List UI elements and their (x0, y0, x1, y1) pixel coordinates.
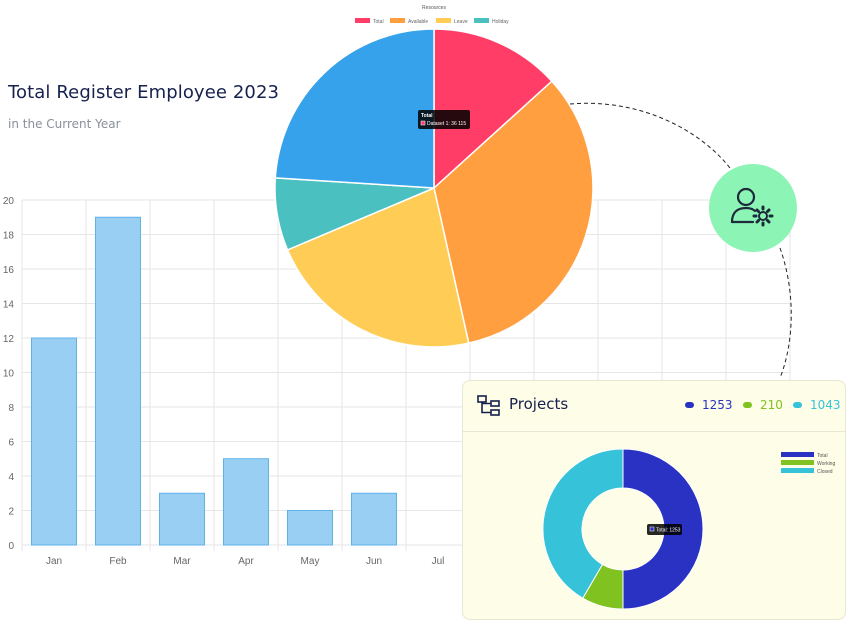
x-tick-label: May (301, 556, 320, 567)
y-tick-label: 0 (8, 541, 14, 552)
bar (287, 510, 333, 546)
donut-legend-label: Working (817, 461, 835, 467)
y-tick-label: 14 (3, 300, 15, 311)
pie-legend-label: Leave (454, 19, 468, 25)
donut-tooltip-swatch (649, 526, 655, 532)
stat-closed-value: 1043 (810, 398, 841, 412)
stat-total: 1253 (685, 398, 733, 412)
bar (95, 216, 141, 546)
donut-slice (542, 448, 624, 599)
stat-closed-dot (793, 402, 802, 408)
hierarchy-icon (477, 395, 500, 416)
projects-card-header: Projects 1253 210 1043 (463, 381, 845, 432)
page-subtitle: in the Current Year (8, 117, 121, 131)
donut-tooltip-text: Total: 1253 (656, 528, 681, 534)
bar (351, 492, 397, 546)
y-tick-label: 20 (3, 196, 15, 207)
donut-slice (622, 448, 704, 610)
y-tick-label: 6 (8, 438, 14, 449)
x-tick-label: Mar (173, 556, 191, 567)
y-tick-label: 18 (3, 231, 15, 242)
x-tick-label: Jan (46, 556, 62, 567)
pie-legend-label: Holiday (492, 19, 509, 25)
stat-working: 210 (743, 398, 783, 412)
x-tick-label: Feb (109, 556, 127, 567)
pie-slice (286, 186, 470, 348)
projects-doughnut-chart: Total Working Closed Total: 1253 (542, 448, 835, 610)
pie-legend-swatch (390, 18, 405, 23)
donut-legend-swatch (781, 452, 814, 457)
donut-legend-label: Total (817, 453, 828, 459)
user-gear-icon (730, 187, 774, 227)
pie-slice (274, 28, 435, 189)
y-tick-label: 2 (8, 507, 14, 518)
y-tick-label: 8 (8, 403, 14, 414)
user-settings-badge[interactable] (709, 164, 797, 252)
y-tick-label: 16 (3, 265, 15, 276)
pie-legend-label: Available (408, 19, 428, 25)
y-tick-label: 12 (3, 334, 15, 345)
donut-legend-swatch (781, 460, 814, 465)
bar (223, 458, 269, 546)
pie-tooltip-title: Total (421, 113, 433, 119)
bar (159, 492, 205, 546)
y-tick-label: 10 (3, 369, 15, 380)
pie-tooltip-swatch (420, 120, 426, 126)
pie-tooltip (418, 110, 470, 129)
projects-title: Projects (509, 395, 569, 413)
pie-title: Resources (422, 5, 446, 11)
pie-tooltip-body: Dataset 1: 36 115 (427, 121, 466, 127)
pie-legend-swatch (436, 18, 451, 23)
donut-tooltip (647, 524, 682, 535)
pie-legend-swatch (474, 18, 489, 23)
donut-legend-label: Closed (817, 469, 833, 475)
donut-legend-swatch (781, 468, 814, 473)
pie-slice (433, 28, 553, 190)
stat-total-dot (685, 402, 694, 408)
pie-legend-label: Total (373, 19, 384, 25)
x-tick-label: Jul (432, 556, 445, 567)
pie-legend-swatch (355, 18, 370, 23)
page-title: Total Register Employee 2023 (8, 82, 280, 103)
stat-working-dot (743, 402, 752, 408)
x-tick-label: Apr (238, 556, 254, 567)
stat-closed: 1043 (793, 398, 841, 412)
x-tick-label: Jun (366, 556, 382, 567)
stat-total-value: 1253 (702, 398, 733, 412)
y-tick-label: 4 (8, 472, 14, 483)
projects-card: Projects 1253 210 1043 Total Working Close… (462, 380, 846, 620)
bar (31, 337, 77, 546)
pie-slice (433, 80, 594, 345)
stat-working-value: 210 (760, 398, 783, 412)
